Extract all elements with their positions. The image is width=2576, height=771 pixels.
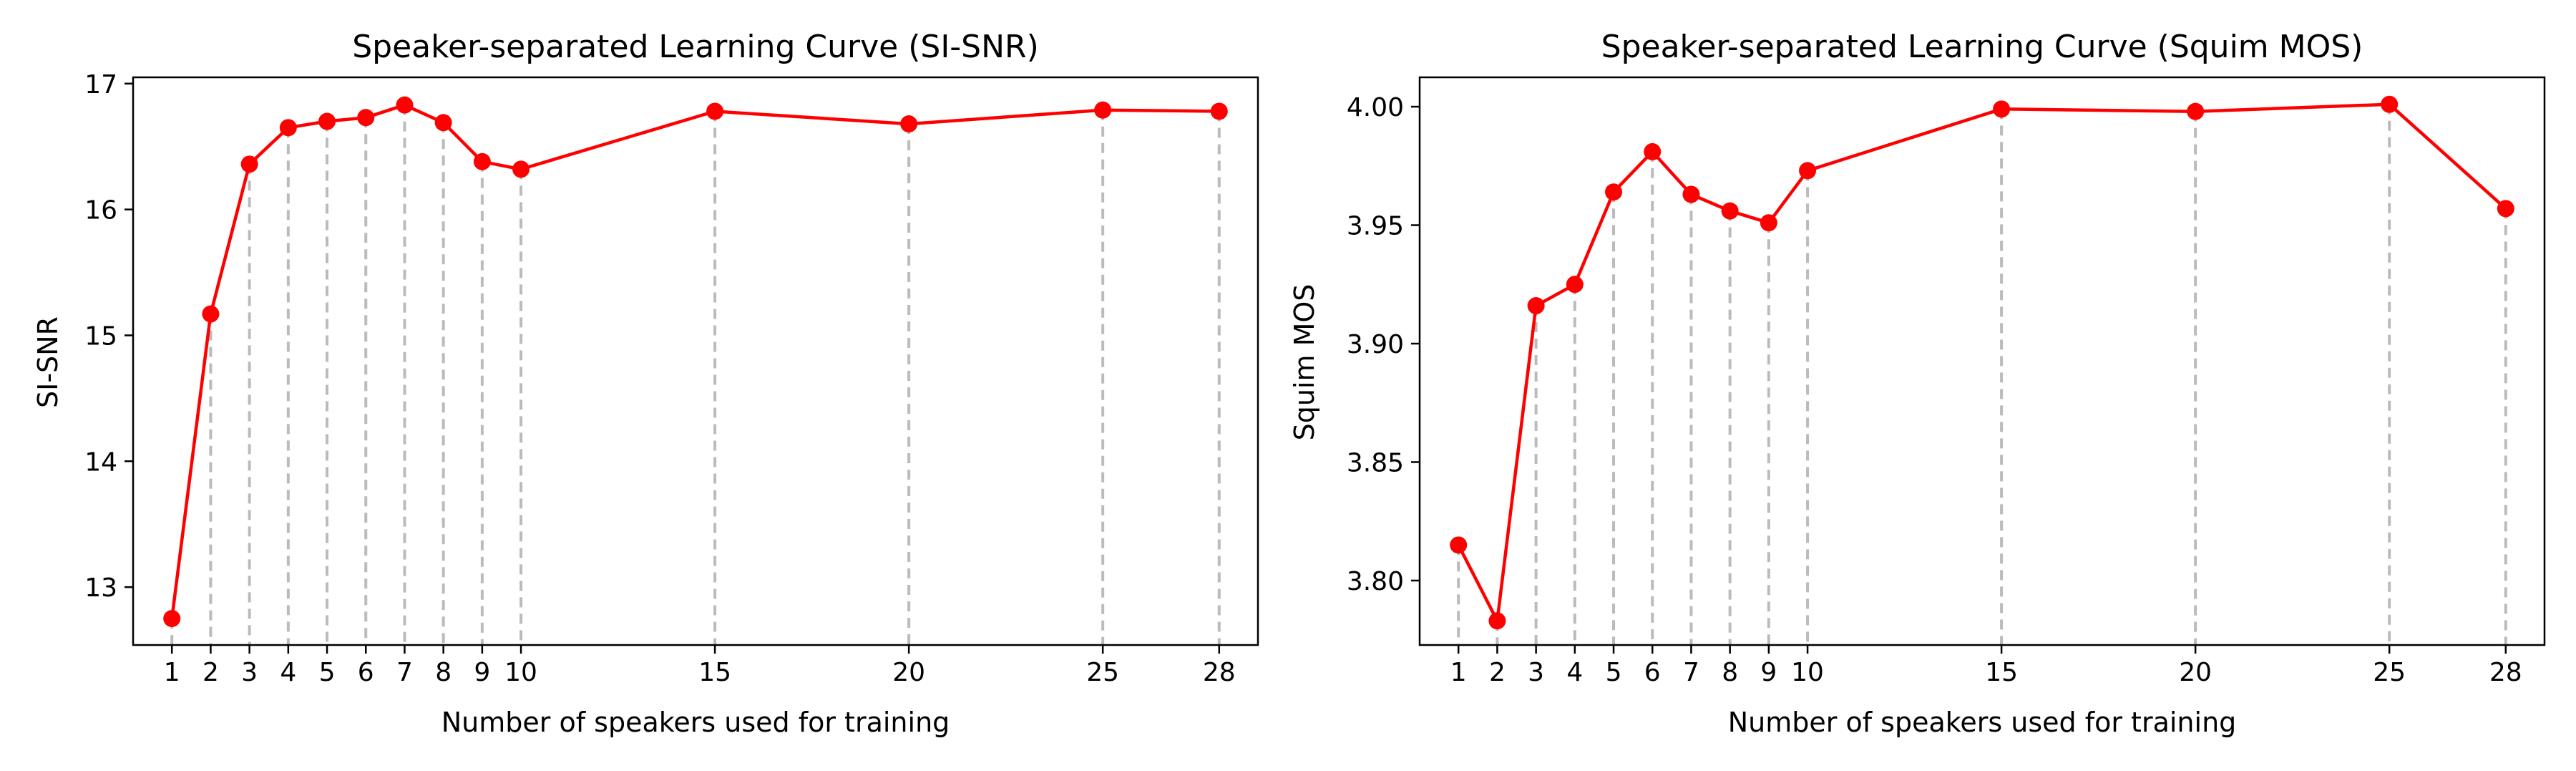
y-tick-label: 13 — [84, 573, 117, 603]
y-axis-label: SI-SNR — [32, 316, 64, 408]
y-tick-label: 14 — [84, 447, 117, 477]
data-point — [1799, 162, 1817, 180]
data-point — [1993, 100, 2011, 118]
y-tick-label: 15 — [84, 321, 117, 351]
data-point — [1682, 185, 1700, 203]
y-tick-label: 16 — [84, 196, 117, 226]
data-point — [1527, 297, 1545, 315]
data-point — [2187, 102, 2205, 120]
data-point — [318, 112, 336, 130]
x-tick-label: 3 — [241, 658, 258, 687]
x-tick-label: 15 — [1985, 658, 2018, 687]
data-point — [512, 160, 530, 178]
x-tick-label: 6 — [358, 658, 374, 687]
data-point — [163, 610, 181, 628]
y-ticks: 13 14 15 16 17 — [84, 70, 133, 603]
y-ticks: 3.80 3.85 3.90 3.95 4.00 — [1347, 93, 1420, 596]
y-tick-label: 17 — [84, 70, 117, 100]
y-tick-label: 3.80 — [1347, 567, 1404, 596]
data-point — [1450, 536, 1468, 554]
x-tick-label: 20 — [2179, 658, 2212, 687]
data-point — [706, 102, 724, 120]
data-point — [240, 155, 258, 173]
x-tick-label: 8 — [435, 658, 452, 687]
x-tick-label: 28 — [1203, 658, 1236, 687]
data-point — [1721, 202, 1739, 220]
x-tick-label: 15 — [698, 658, 731, 687]
x-tick-label: 25 — [1086, 658, 1119, 687]
x-tick-label: 20 — [892, 658, 925, 687]
data-point — [279, 119, 297, 137]
drop-lines — [1457, 104, 2507, 645]
x-axis-label: Number of speakers used for training — [441, 707, 950, 738]
x-tick-label: 5 — [319, 658, 336, 687]
y-tick-label: 3.90 — [1347, 330, 1404, 359]
x-tick-label: 10 — [504, 658, 537, 687]
y-tick-label: 3.95 — [1347, 212, 1404, 241]
drop-lines — [170, 105, 1221, 645]
chart-title: Speaker-separated Learning Curve (Squim … — [1601, 29, 2363, 65]
data-point — [1644, 142, 1662, 160]
y-tick-label: 3.85 — [1347, 448, 1404, 477]
chart-title: Speaker-separated Learning Curve (SI-SNR… — [352, 29, 1039, 65]
x-tick-label: 5 — [1606, 658, 1622, 687]
y-axis-label: Squim MOS — [1289, 284, 1320, 441]
data-point — [2497, 200, 2514, 218]
data-point — [900, 115, 918, 133]
x-tick-label: 1 — [164, 658, 180, 687]
x-tick-label: 8 — [1722, 658, 1738, 687]
x-tick-label: 10 — [1791, 658, 1824, 687]
data-point — [1760, 214, 1777, 232]
data-point — [473, 152, 491, 170]
x-tick-label: 6 — [1644, 658, 1661, 687]
x-tick-label: 2 — [1489, 658, 1506, 687]
series — [163, 96, 1228, 628]
data-point — [2381, 95, 2399, 113]
data-point — [357, 109, 375, 127]
data-point — [1605, 183, 1623, 201]
x-ticks: 1 2 3 4 5 6 7 8 9 10 15 20 25 28 — [164, 645, 1236, 687]
data-point — [396, 96, 414, 114]
data-point — [434, 114, 452, 132]
y-tick-label: 4.00 — [1347, 93, 1404, 122]
data-point — [1488, 612, 1506, 630]
x-tick-label: 4 — [280, 658, 296, 687]
data-point — [202, 305, 220, 323]
x-tick-label: 25 — [2373, 658, 2406, 687]
series-line — [170, 103, 1219, 619]
x-axis-label: Number of speakers used for training — [1728, 707, 2237, 738]
axes-frame — [1418, 76, 2546, 646]
squim-mos-chart: Speaker-separated Learning Curve (Squim … — [1289, 29, 2546, 738]
axes-frame — [132, 76, 1259, 646]
x-ticks: 1 2 3 4 5 6 7 8 9 10 15 20 25 28 — [1450, 645, 2522, 687]
x-tick-label: 1 — [1450, 658, 1467, 687]
data-point — [1094, 101, 1112, 119]
x-tick-label: 2 — [203, 658, 219, 687]
x-tick-label: 4 — [1566, 658, 1583, 687]
x-tick-label: 9 — [474, 658, 490, 687]
data-point — [1566, 276, 1584, 294]
x-tick-label: 28 — [2489, 658, 2522, 687]
x-tick-label: 3 — [1528, 658, 1544, 687]
x-tick-label: 9 — [1760, 658, 1777, 687]
data-point — [1210, 102, 1228, 120]
x-tick-label: 7 — [396, 658, 413, 687]
si-snr-chart: Speaker-separated Learning Curve (SI-SNR… — [32, 29, 1259, 738]
x-tick-label: 7 — [1683, 658, 1699, 687]
series — [1450, 95, 2514, 630]
